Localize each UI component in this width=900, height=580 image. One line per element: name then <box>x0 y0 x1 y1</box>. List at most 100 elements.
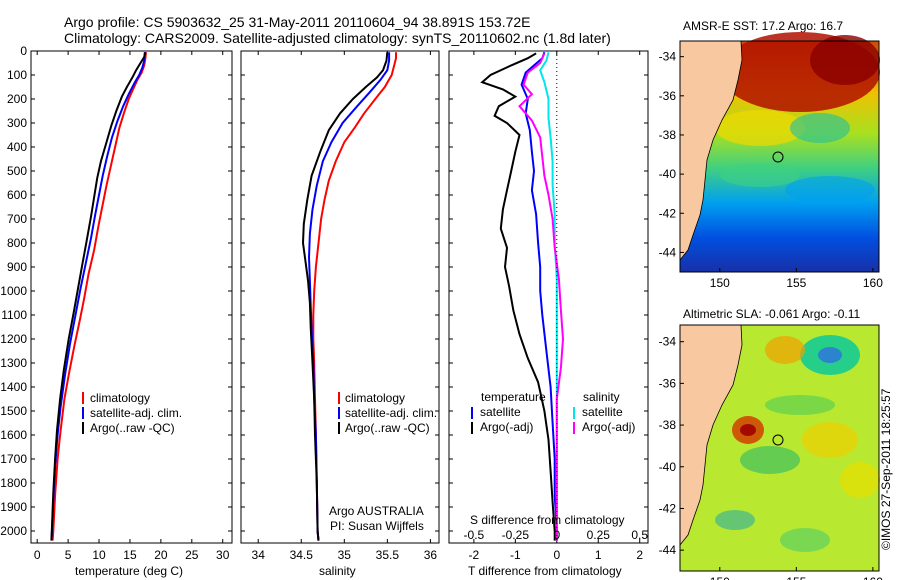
y-tick-label: 500 <box>7 164 27 178</box>
map-y-tick-label: -38 <box>659 418 677 432</box>
x-tick-label: 30 <box>216 548 230 562</box>
difference-legend: temperature satellite Argo(-adj) salinit… <box>471 390 635 434</box>
x-tick-label: 20 <box>154 548 168 562</box>
x-tick-label: 35 <box>338 548 352 562</box>
series-argo-raw-qc- <box>50 51 147 541</box>
sla-map-title: Altimetric SLA: -0.061 Argo: -0.11 <box>683 307 861 321</box>
map-y-tick-label: -44 <box>659 543 677 557</box>
legend-argo: Argo(..raw -QC) <box>90 421 175 435</box>
map-y-tick-label: -40 <box>659 460 677 474</box>
s-difference-label: S difference from climatology <box>470 513 625 527</box>
y-tick-label: 1400 <box>0 380 27 394</box>
x-tick-label: 36 <box>424 548 438 562</box>
y-tick-label: 1300 <box>0 356 27 370</box>
y-tick-label: 600 <box>7 188 27 202</box>
s-tick-label: 0.5 <box>631 528 648 542</box>
sst-map <box>679 32 880 273</box>
s-difference-ticks: -0.5 -0.25 0 0.25 0.5 <box>464 528 649 542</box>
x-tick-label: -1 <box>510 548 521 562</box>
legend-climatology: climatology <box>345 391 405 405</box>
map-y-tick-label: -44 <box>659 245 677 259</box>
annotation-pi: PI: Susan Wijffels <box>330 519 424 533</box>
salinity-xlabel: salinity <box>319 564 356 578</box>
sla-map <box>679 324 880 572</box>
legend-argo: Argo(..raw -QC) <box>345 421 430 435</box>
y-tick-label: 100 <box>7 68 27 82</box>
difference-panel <box>448 50 649 544</box>
sst-map-axes: 150 155 160 -34 -36 -38 -40 -42 -44 <box>659 50 884 290</box>
x-tick-label: -2 <box>469 548 480 562</box>
map-y-tick-label: -38 <box>659 128 677 142</box>
series-t-argo <box>480 52 556 541</box>
series-t-satellite <box>520 51 558 541</box>
y-tick-label: 1700 <box>0 452 27 466</box>
map-x-tick-label: 160 <box>863 575 883 580</box>
y-tick-label: 1000 <box>0 284 27 298</box>
header-line2: Climatology: CARS2009. Satellite-adjuste… <box>64 30 611 46</box>
y-tick-label: 900 <box>7 260 27 274</box>
map-y-tick-label: -42 <box>659 501 677 515</box>
y-tick-label: 700 <box>7 212 27 226</box>
map-x-tick-label: 150 <box>710 276 730 290</box>
s-tick-label: -0.25 <box>502 528 530 542</box>
legend-s-argo: Argo(-adj) <box>582 420 635 434</box>
legend-salinity-title: salinity <box>583 390 620 404</box>
salinity-panel <box>240 50 440 544</box>
x-tick-label: 2 <box>636 548 643 562</box>
map-y-tick-label: -36 <box>659 376 677 390</box>
x-axes: 0 5 10 15 20 25 30 34 34.5 35 35.5 36 -2 -1 0 1 2 <box>34 51 643 562</box>
sla-map-axes: 150 155 160 -34 -36 -38 -40 -42 -44 <box>659 335 884 580</box>
s-tick-label: 0.25 <box>587 528 611 542</box>
y-tick-label: 1600 <box>0 428 27 442</box>
legend-temperature-title: temperature <box>481 390 546 404</box>
legend-t-argo: Argo(-adj) <box>480 420 533 434</box>
y-tick-label: 200 <box>7 92 27 106</box>
legend-satellite: satellite-adj. clim. <box>90 406 182 420</box>
legend-s-satellite: satellite <box>582 405 623 419</box>
temperature-xlabel: temperature (deg C) <box>75 564 183 578</box>
imos-stamp: ©IMOS 27-Sep-2011 18:25:57 <box>879 388 893 550</box>
x-tick-label: 34 <box>252 548 266 562</box>
y-tick-label: 800 <box>7 236 27 250</box>
series-argo-raw-qc- <box>301 52 389 541</box>
y-tick-label: 1500 <box>0 404 27 418</box>
map-x-tick-label: 150 <box>710 575 730 580</box>
map-y-tick-label: -42 <box>659 206 677 220</box>
legend-satellite: satellite-adj. clim. <box>345 406 437 420</box>
x-tick-label: 0 <box>553 548 560 562</box>
map-x-tick-label: 160 <box>863 276 883 290</box>
salinity-legend: climatology satellite-adj. clim. Argo(..… <box>329 391 437 533</box>
map-y-tick-label: -34 <box>659 50 677 64</box>
x-tick-label: 1 <box>595 548 602 562</box>
x-tick-label: 15 <box>123 548 137 562</box>
header-line1: Argo profile: CS 5903632_25 31-May-2011 … <box>64 14 531 30</box>
s-tick-label: -0.5 <box>464 528 485 542</box>
x-tick-label: 5 <box>65 548 72 562</box>
map-y-tick-label: -34 <box>659 335 677 349</box>
x-tick-label: 35.5 <box>376 548 400 562</box>
x-tick-label: 10 <box>92 548 106 562</box>
temperature-legend: climatology satellite-adj. clim. Argo(..… <box>82 391 182 435</box>
legend-climatology: climatology <box>90 391 150 405</box>
x-tick-label: 0 <box>34 548 41 562</box>
y-tick-label: 2000 <box>0 524 27 538</box>
map-x-tick-label: 155 <box>786 575 806 580</box>
x-tick-label: 25 <box>185 548 199 562</box>
map-y-tick-label: -36 <box>659 89 677 103</box>
argo-location-marker <box>772 434 784 446</box>
series-climatology <box>51 52 147 541</box>
y-tick-label: 1900 <box>0 500 27 514</box>
series-s-argo <box>518 52 565 541</box>
sst-map-title: AMSR-E SST: 17.2 Argo: 16.7 <box>683 19 843 33</box>
y-tick-label: 300 <box>7 116 27 130</box>
annotation-argo-australia: Argo AUSTRALIA <box>329 504 424 518</box>
map-y-tick-label: -40 <box>659 167 677 181</box>
temperature-panel <box>30 50 233 544</box>
y-tick-label: 0 <box>20 44 27 58</box>
x-tick-label: 34.5 <box>290 548 314 562</box>
y-tick-label: 1200 <box>0 332 27 346</box>
y-tick-label: 1100 <box>1 308 27 322</box>
argo-location-marker <box>772 151 784 163</box>
map-x-tick-label: 155 <box>786 276 806 290</box>
